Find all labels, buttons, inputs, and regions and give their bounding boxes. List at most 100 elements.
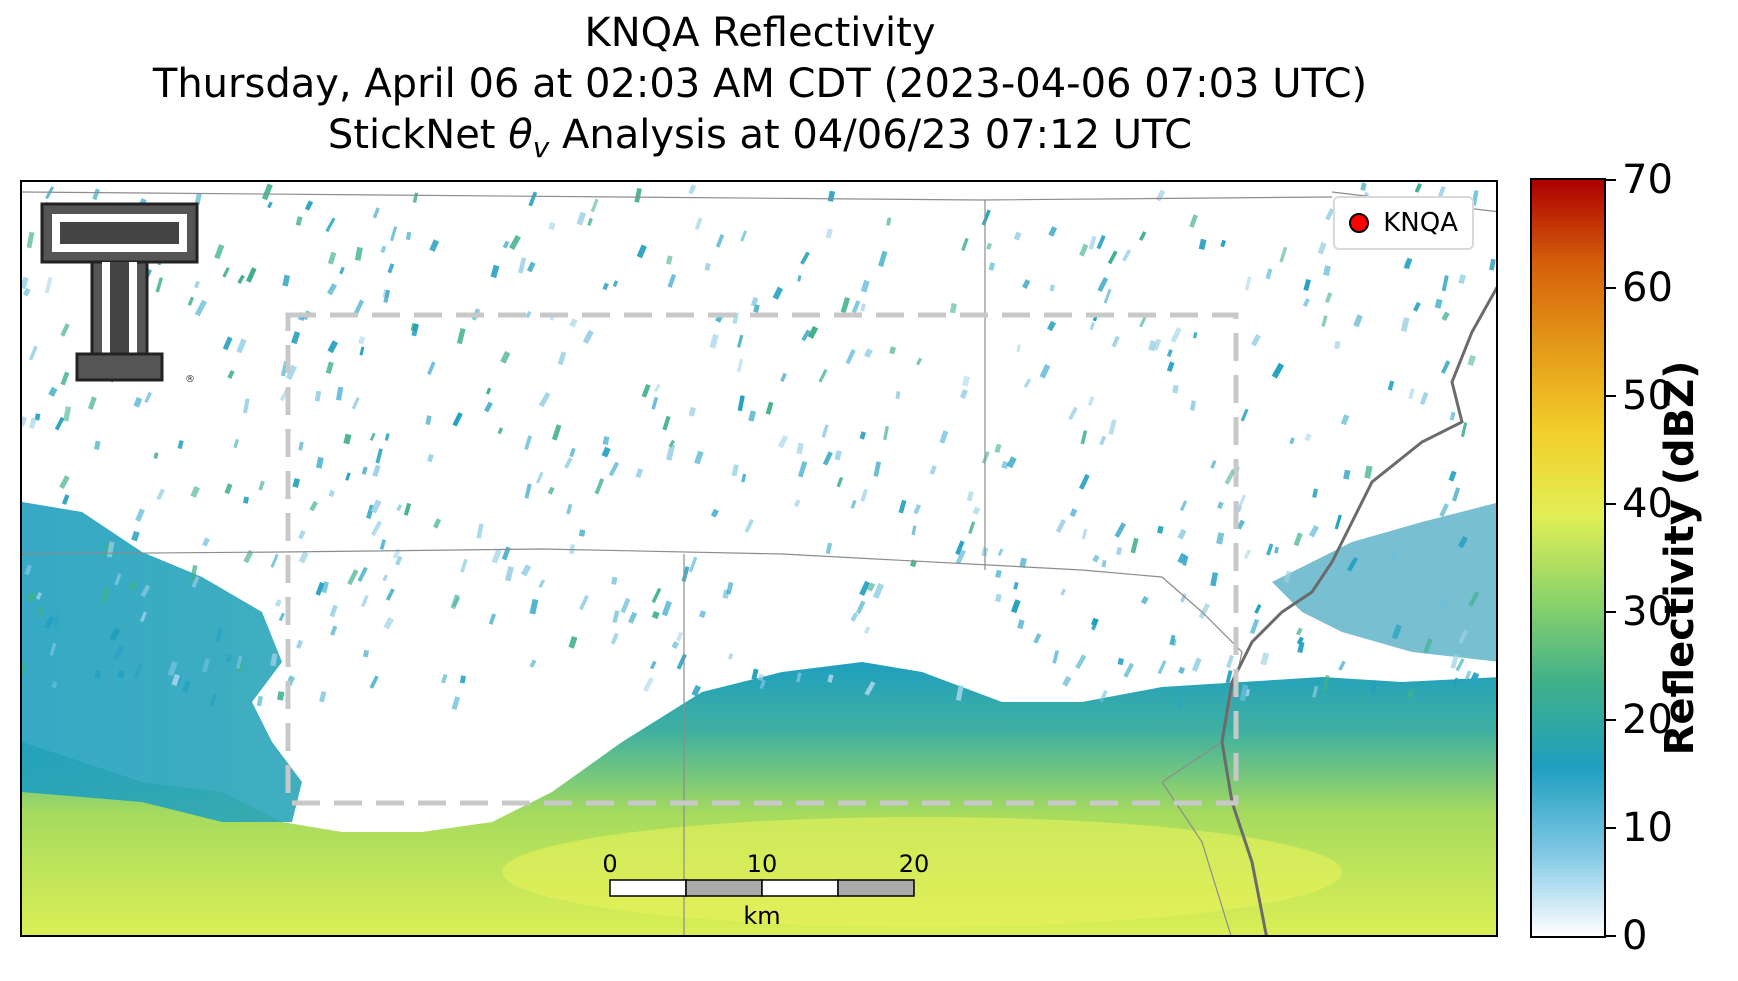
echo-fleck — [667, 273, 677, 288]
echo-fleck — [112, 644, 125, 661]
echo-fleck — [502, 240, 510, 249]
echo-fleck — [357, 566, 368, 583]
echo-fleck — [602, 282, 609, 291]
colorbar-tick-label: 20 — [1622, 697, 1673, 743]
echo-fleck — [731, 464, 739, 477]
colorbar-tick-label: 30 — [1622, 589, 1673, 635]
echo-fleck — [1088, 235, 1097, 250]
echo-fleck — [863, 348, 873, 358]
echo-fleck — [353, 299, 364, 315]
echo-fleck — [1353, 314, 1363, 328]
echo-fleck — [741, 473, 747, 483]
radar-map[interactable]: ® 0 10 20 km KNQA — [20, 180, 1498, 937]
echo-fleck — [859, 580, 871, 597]
echo-fleck — [671, 640, 680, 650]
echo-fleck — [737, 358, 744, 373]
echo-fleck — [1265, 268, 1273, 280]
echo-fleck — [140, 584, 151, 598]
echo-fleck — [222, 267, 230, 278]
echo-fleck — [578, 529, 586, 537]
echo-fleck — [780, 372, 787, 383]
echo-fleck — [651, 587, 662, 604]
echo-fleck — [131, 530, 140, 542]
echo-fleck — [840, 297, 851, 314]
echo-fleck — [1189, 400, 1197, 411]
echo-fleck — [369, 432, 376, 441]
colorbar-tick-label: 60 — [1622, 265, 1673, 311]
map-legend: KNQA — [1333, 196, 1474, 250]
echo-fleck — [1101, 560, 1107, 568]
echo-fleck — [433, 518, 442, 529]
echo-fleck — [329, 604, 338, 618]
echo-fleck — [382, 574, 388, 582]
echo-fleck — [634, 188, 642, 203]
echo-fleck — [1364, 465, 1373, 479]
echo-fleck — [1075, 654, 1087, 670]
echo-fleck — [509, 234, 521, 250]
county-line-north — [22, 191, 1333, 201]
colorbar-tick — [1606, 935, 1616, 937]
echo-fleck — [895, 390, 901, 400]
echo-fleck — [190, 564, 198, 581]
scale-bar: 0 10 20 km — [602, 850, 929, 930]
echo-fleck — [1260, 652, 1270, 666]
echo-fleck — [1130, 537, 1139, 554]
echo-fleck — [456, 328, 466, 345]
scale-segment-2 — [685, 879, 763, 897]
echo-fleck — [1240, 408, 1249, 422]
echo-fleck — [988, 262, 996, 271]
echo-fleck — [800, 251, 810, 265]
echo-fleck — [1244, 276, 1252, 291]
echo-fleck — [911, 525, 917, 536]
echo-fleck — [845, 348, 856, 365]
echo-fleck — [1089, 322, 1095, 331]
echo-fleck — [1210, 572, 1219, 587]
title-line-3: StickNet θv Analysis at 04/06/23 07:12 U… — [327, 112, 1193, 164]
echo-fleck — [777, 435, 789, 449]
echo-fleck — [955, 685, 964, 701]
echo-fleck — [1166, 349, 1173, 358]
theta-symbol: θ — [508, 112, 533, 158]
echo-fleck — [48, 386, 58, 397]
echo-fleck — [709, 333, 719, 349]
echo-fleck — [1198, 603, 1211, 619]
echo-fleck — [579, 594, 589, 611]
echo-fleck — [274, 599, 282, 608]
analysis-domain-box — [285, 312, 1239, 806]
echo-fleck — [1092, 554, 1100, 563]
scale-label-20: 20 — [899, 850, 930, 878]
scale-unit: km — [743, 902, 780, 930]
echo-fleck — [1068, 406, 1078, 421]
echo-fleck — [387, 263, 395, 274]
echo-fleck — [28, 417, 37, 430]
echo-fleck — [688, 407, 696, 417]
echo-fleck — [1017, 619, 1025, 630]
echo-fleck — [834, 450, 842, 461]
echo-fleck — [491, 548, 502, 564]
echo-fleck — [1302, 298, 1311, 308]
echo-fleck — [270, 553, 279, 568]
echo-fleck — [215, 627, 223, 643]
echo-fleck — [860, 279, 870, 293]
echo-fleck — [63, 406, 72, 422]
echo-fleck — [1439, 503, 1449, 518]
echo-fleck — [1434, 298, 1443, 309]
scale-label-10: 10 — [747, 850, 778, 878]
echo-fleck — [1157, 525, 1164, 534]
echo-fleck — [285, 364, 298, 381]
echo-fleck — [26, 231, 35, 249]
echo-fleck — [277, 691, 285, 701]
echo-fleck — [309, 500, 319, 512]
echo-fleck — [49, 642, 57, 656]
echo-fleck — [61, 494, 70, 505]
county-line-middle — [22, 548, 1163, 578]
echo-fleck — [93, 670, 102, 679]
echo-fleck — [1138, 231, 1147, 242]
echo-fleck — [1177, 528, 1187, 540]
echo-fleck — [653, 383, 661, 393]
echo-fleck — [1191, 657, 1202, 672]
echo-fleck — [133, 397, 143, 408]
colorbar-tick — [1606, 179, 1616, 181]
echo-fleck — [209, 693, 218, 707]
echo-fleck — [1013, 581, 1019, 590]
